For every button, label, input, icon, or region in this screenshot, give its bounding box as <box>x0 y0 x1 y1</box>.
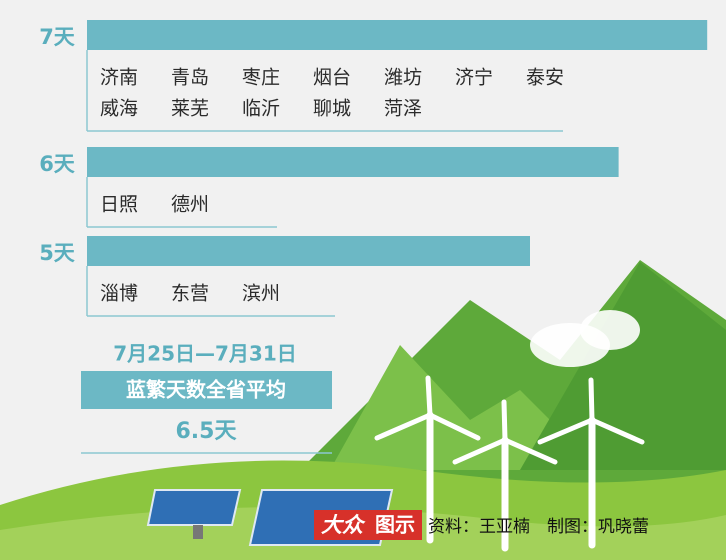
city: 潍坊 <box>384 67 422 89</box>
days-label: 5天 <box>39 241 76 265</box>
city: 济宁 <box>455 67 493 89</box>
city: 莱芜 <box>171 98 209 120</box>
city: 威海 <box>100 98 138 120</box>
bar <box>87 147 619 177</box>
logo-brand: 大众 <box>321 513 366 537</box>
source: 资料：王亚楠 制图：巩晓蕾 <box>428 517 649 537</box>
city: 滨州 <box>242 283 280 305</box>
infographic: 7月25日—7月31日 蓝繁天数全省平均 6.5天 大众 图示 资料：王亚楠 制… <box>0 0 726 560</box>
city: 临沂 <box>242 98 280 120</box>
city: 淄博 <box>100 283 138 305</box>
city: 枣庄 <box>242 67 280 89</box>
period: 7月25日—7月31日 <box>113 342 297 366</box>
average-label: 蓝繁天数全省平均 <box>126 378 286 402</box>
city: 聊城 <box>313 98 351 120</box>
logo-tag: 图示 <box>375 513 415 537</box>
bar <box>87 236 530 266</box>
city: 菏泽 <box>384 98 422 120</box>
city: 东营 <box>171 283 209 305</box>
city: 日照 <box>100 194 138 216</box>
city: 烟台 <box>313 67 351 89</box>
days-label: 7天 <box>39 25 76 49</box>
days-label: 6天 <box>39 152 76 176</box>
city: 青岛 <box>171 67 209 89</box>
city: 济南 <box>100 67 138 89</box>
city: 泰安 <box>526 67 564 89</box>
average-value: 6.5天 <box>176 419 238 444</box>
bar <box>87 20 707 50</box>
city: 德州 <box>171 194 209 216</box>
